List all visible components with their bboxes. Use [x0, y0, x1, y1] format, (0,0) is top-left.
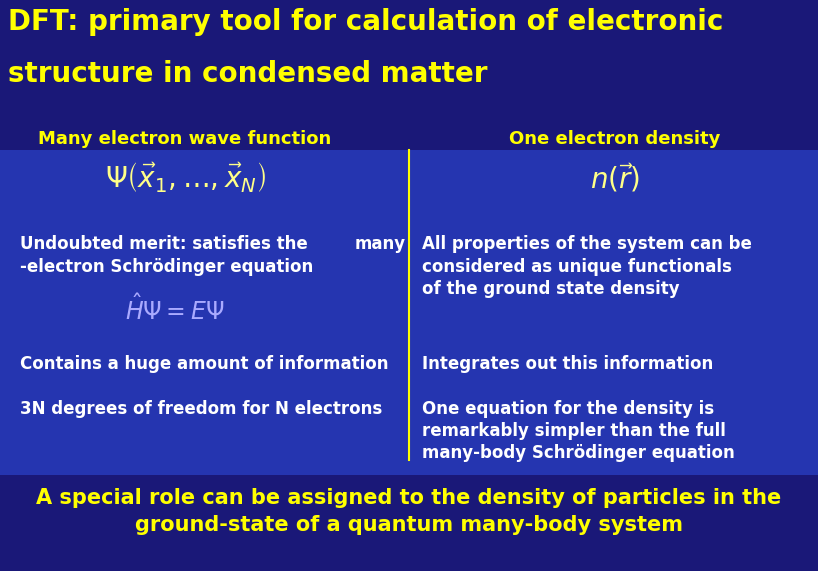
Text: Undoubted merit: satisfies the: Undoubted merit: satisfies the	[20, 235, 308, 253]
Text: many-body Schrödinger equation: many-body Schrödinger equation	[422, 444, 735, 462]
Text: 3N degrees of freedom for N electrons: 3N degrees of freedom for N electrons	[20, 400, 382, 418]
Text: many: many	[355, 235, 406, 253]
Text: ground-state of a quantum many-body system: ground-state of a quantum many-body syst…	[135, 515, 683, 535]
Text: of the ground state density: of the ground state density	[422, 280, 680, 298]
Text: $n\left(\vec{r}\right)$: $n\left(\vec{r}\right)$	[590, 162, 640, 194]
Text: One equation for the density is: One equation for the density is	[422, 400, 714, 418]
Text: considered as unique functionals: considered as unique functionals	[422, 258, 732, 276]
Text: One electron density: One electron density	[510, 130, 721, 148]
Text: structure in condensed matter: structure in condensed matter	[8, 60, 488, 88]
Text: $\Psi \left(\vec{x}_1, \ldots, \vec{x}_N\right)$: $\Psi \left(\vec{x}_1, \ldots, \vec{x}_N…	[105, 160, 265, 194]
Text: remarkably simpler than the full: remarkably simpler than the full	[422, 422, 726, 440]
Text: All properties of the system can be: All properties of the system can be	[422, 235, 752, 253]
Text: DFT: primary tool for calculation of electronic: DFT: primary tool for calculation of ele…	[8, 8, 723, 36]
Text: Many electron wave function: Many electron wave function	[38, 130, 331, 148]
Bar	[0, 0, 818, 150]
Text: -electron Schrödinger equation: -electron Schrödinger equation	[20, 258, 313, 276]
Bar	[0, 150, 818, 475]
Text: A special role can be assigned to the density of particles in the: A special role can be assigned to the de…	[36, 488, 782, 508]
Text: $\hat{H}\Psi = E\Psi$: $\hat{H}\Psi = E\Psi$	[125, 295, 225, 325]
Bar	[0, 475, 818, 571]
Text: Integrates out this information: Integrates out this information	[422, 355, 713, 373]
Text: Contains a huge amount of information: Contains a huge amount of information	[20, 355, 389, 373]
